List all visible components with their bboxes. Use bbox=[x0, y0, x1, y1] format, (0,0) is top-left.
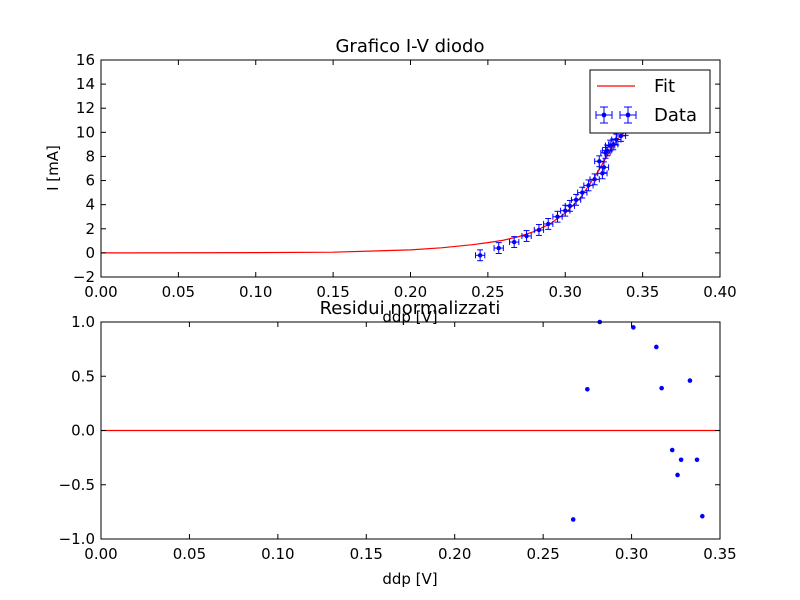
residuals-chart-xtick-label: 0.05 bbox=[173, 545, 206, 563]
iv-chart-ylabel: I [mA] bbox=[44, 145, 62, 191]
residuals-chart-xtick-label: 0.10 bbox=[261, 545, 294, 563]
legend-data-label: Data bbox=[654, 105, 697, 126]
residual-point bbox=[694, 457, 700, 463]
residuals-chart-ytick-label: 0.5 bbox=[71, 367, 95, 385]
residual-point bbox=[631, 325, 636, 330]
iv-chart-ytick-label: 16 bbox=[76, 51, 95, 69]
iv-chart-xtick-label: 0.05 bbox=[162, 283, 195, 301]
iv-chart-xtick-label: 0.15 bbox=[316, 283, 349, 301]
iv-chart-ytick-label: 4 bbox=[85, 196, 95, 214]
residuals-series bbox=[570, 319, 705, 522]
data-point bbox=[543, 218, 554, 230]
data-point bbox=[564, 199, 576, 212]
residuals-chart-ytick-label: 1.0 bbox=[71, 313, 95, 331]
data-point bbox=[493, 242, 504, 254]
residuals-chart-ytick-label: 0.0 bbox=[71, 422, 95, 440]
iv-chart-ytick-label: 6 bbox=[85, 172, 95, 190]
iv-chart-ytick-label: 10 bbox=[76, 123, 95, 141]
iv-chart-ytick-label: 0 bbox=[85, 244, 95, 262]
residuals-chart-ytick-label: −1.0 bbox=[59, 530, 95, 548]
data-point bbox=[560, 204, 571, 217]
data-point bbox=[598, 161, 610, 174]
legend-fit-label: Fit bbox=[654, 76, 675, 97]
data-point bbox=[509, 236, 520, 248]
residuals-chart-xtick-label: 0.35 bbox=[703, 545, 736, 563]
iv-chart-xtick-label: 0.20 bbox=[394, 283, 427, 301]
residuals-chart-xtick-label: 0.15 bbox=[350, 545, 383, 563]
residual-point bbox=[687, 378, 693, 383]
iv-chart-xtick-label: 0.00 bbox=[84, 283, 117, 301]
data-point bbox=[474, 249, 486, 262]
legend-box bbox=[589, 69, 711, 134]
data-point bbox=[533, 224, 545, 236]
residuals-chart-xtick-label: 0.00 bbox=[84, 545, 117, 563]
data-point bbox=[521, 230, 532, 242]
iv-chart-ytick-label: −2 bbox=[73, 268, 95, 286]
residual-point bbox=[678, 457, 684, 463]
residuals-chart-ticks: 0.00 0.05 0.10 0.15 0.20 0.25 0.30 0.35 −1.0 −0.5… bbox=[59, 313, 737, 563]
residuals-chart-title: Residui normalizzati bbox=[320, 298, 501, 319]
residual-point bbox=[654, 344, 659, 350]
residuals-chart-xtick-label: 0.25 bbox=[526, 545, 559, 563]
iv-chart-ytick-label: 2 bbox=[85, 220, 95, 238]
legend-data-swatch bbox=[595, 106, 637, 124]
iv-chart-xtick-label: 0.25 bbox=[471, 283, 504, 301]
residual-point bbox=[675, 472, 680, 478]
iv-chart-ticks: 0.00 0.05 0.10 0.15 0.20 0.25 0.30 0.35 0.40 −2 0 2… bbox=[73, 51, 737, 301]
residual-point bbox=[700, 513, 705, 519]
residuals-chart-xlabel: ddp [V] bbox=[382, 570, 437, 588]
data-point bbox=[589, 173, 600, 186]
iv-chart-frame bbox=[100, 59, 721, 278]
residuals-chart-ytick-label: −0.5 bbox=[59, 476, 95, 494]
residuals-chart-xtick-label: 0.30 bbox=[615, 545, 648, 563]
residual-point bbox=[585, 386, 590, 392]
legend: Fit Data bbox=[589, 69, 711, 134]
iv-chart-ytick-label: 14 bbox=[76, 75, 95, 93]
iv-chart-ytick-label: 12 bbox=[76, 99, 95, 117]
iv-chart-xtick-label: 0.35 bbox=[626, 283, 659, 301]
iv-chart-xtick-label: 0.40 bbox=[703, 283, 736, 301]
iv-chart-xtick-label: 0.10 bbox=[239, 283, 272, 301]
data-point bbox=[577, 186, 588, 199]
residual-point bbox=[669, 447, 675, 453]
data-point bbox=[608, 138, 619, 151]
residuals-chart-xtick-label: 0.20 bbox=[438, 545, 471, 563]
iv-chart-xtick-label: 0.30 bbox=[549, 283, 582, 301]
residual-point bbox=[570, 517, 576, 522]
iv-chart-ytick-label: 8 bbox=[85, 147, 95, 165]
data-point bbox=[552, 210, 563, 223]
residuals-chart-frame bbox=[100, 321, 721, 540]
residual-point bbox=[659, 385, 664, 391]
iv-chart-title: Grafico I-V diodo bbox=[335, 36, 484, 57]
residuals-chart: 0.00 0.05 0.10 0.15 0.20 0.25 0.30 0.35 −1.0 −0.5… bbox=[59, 298, 737, 588]
